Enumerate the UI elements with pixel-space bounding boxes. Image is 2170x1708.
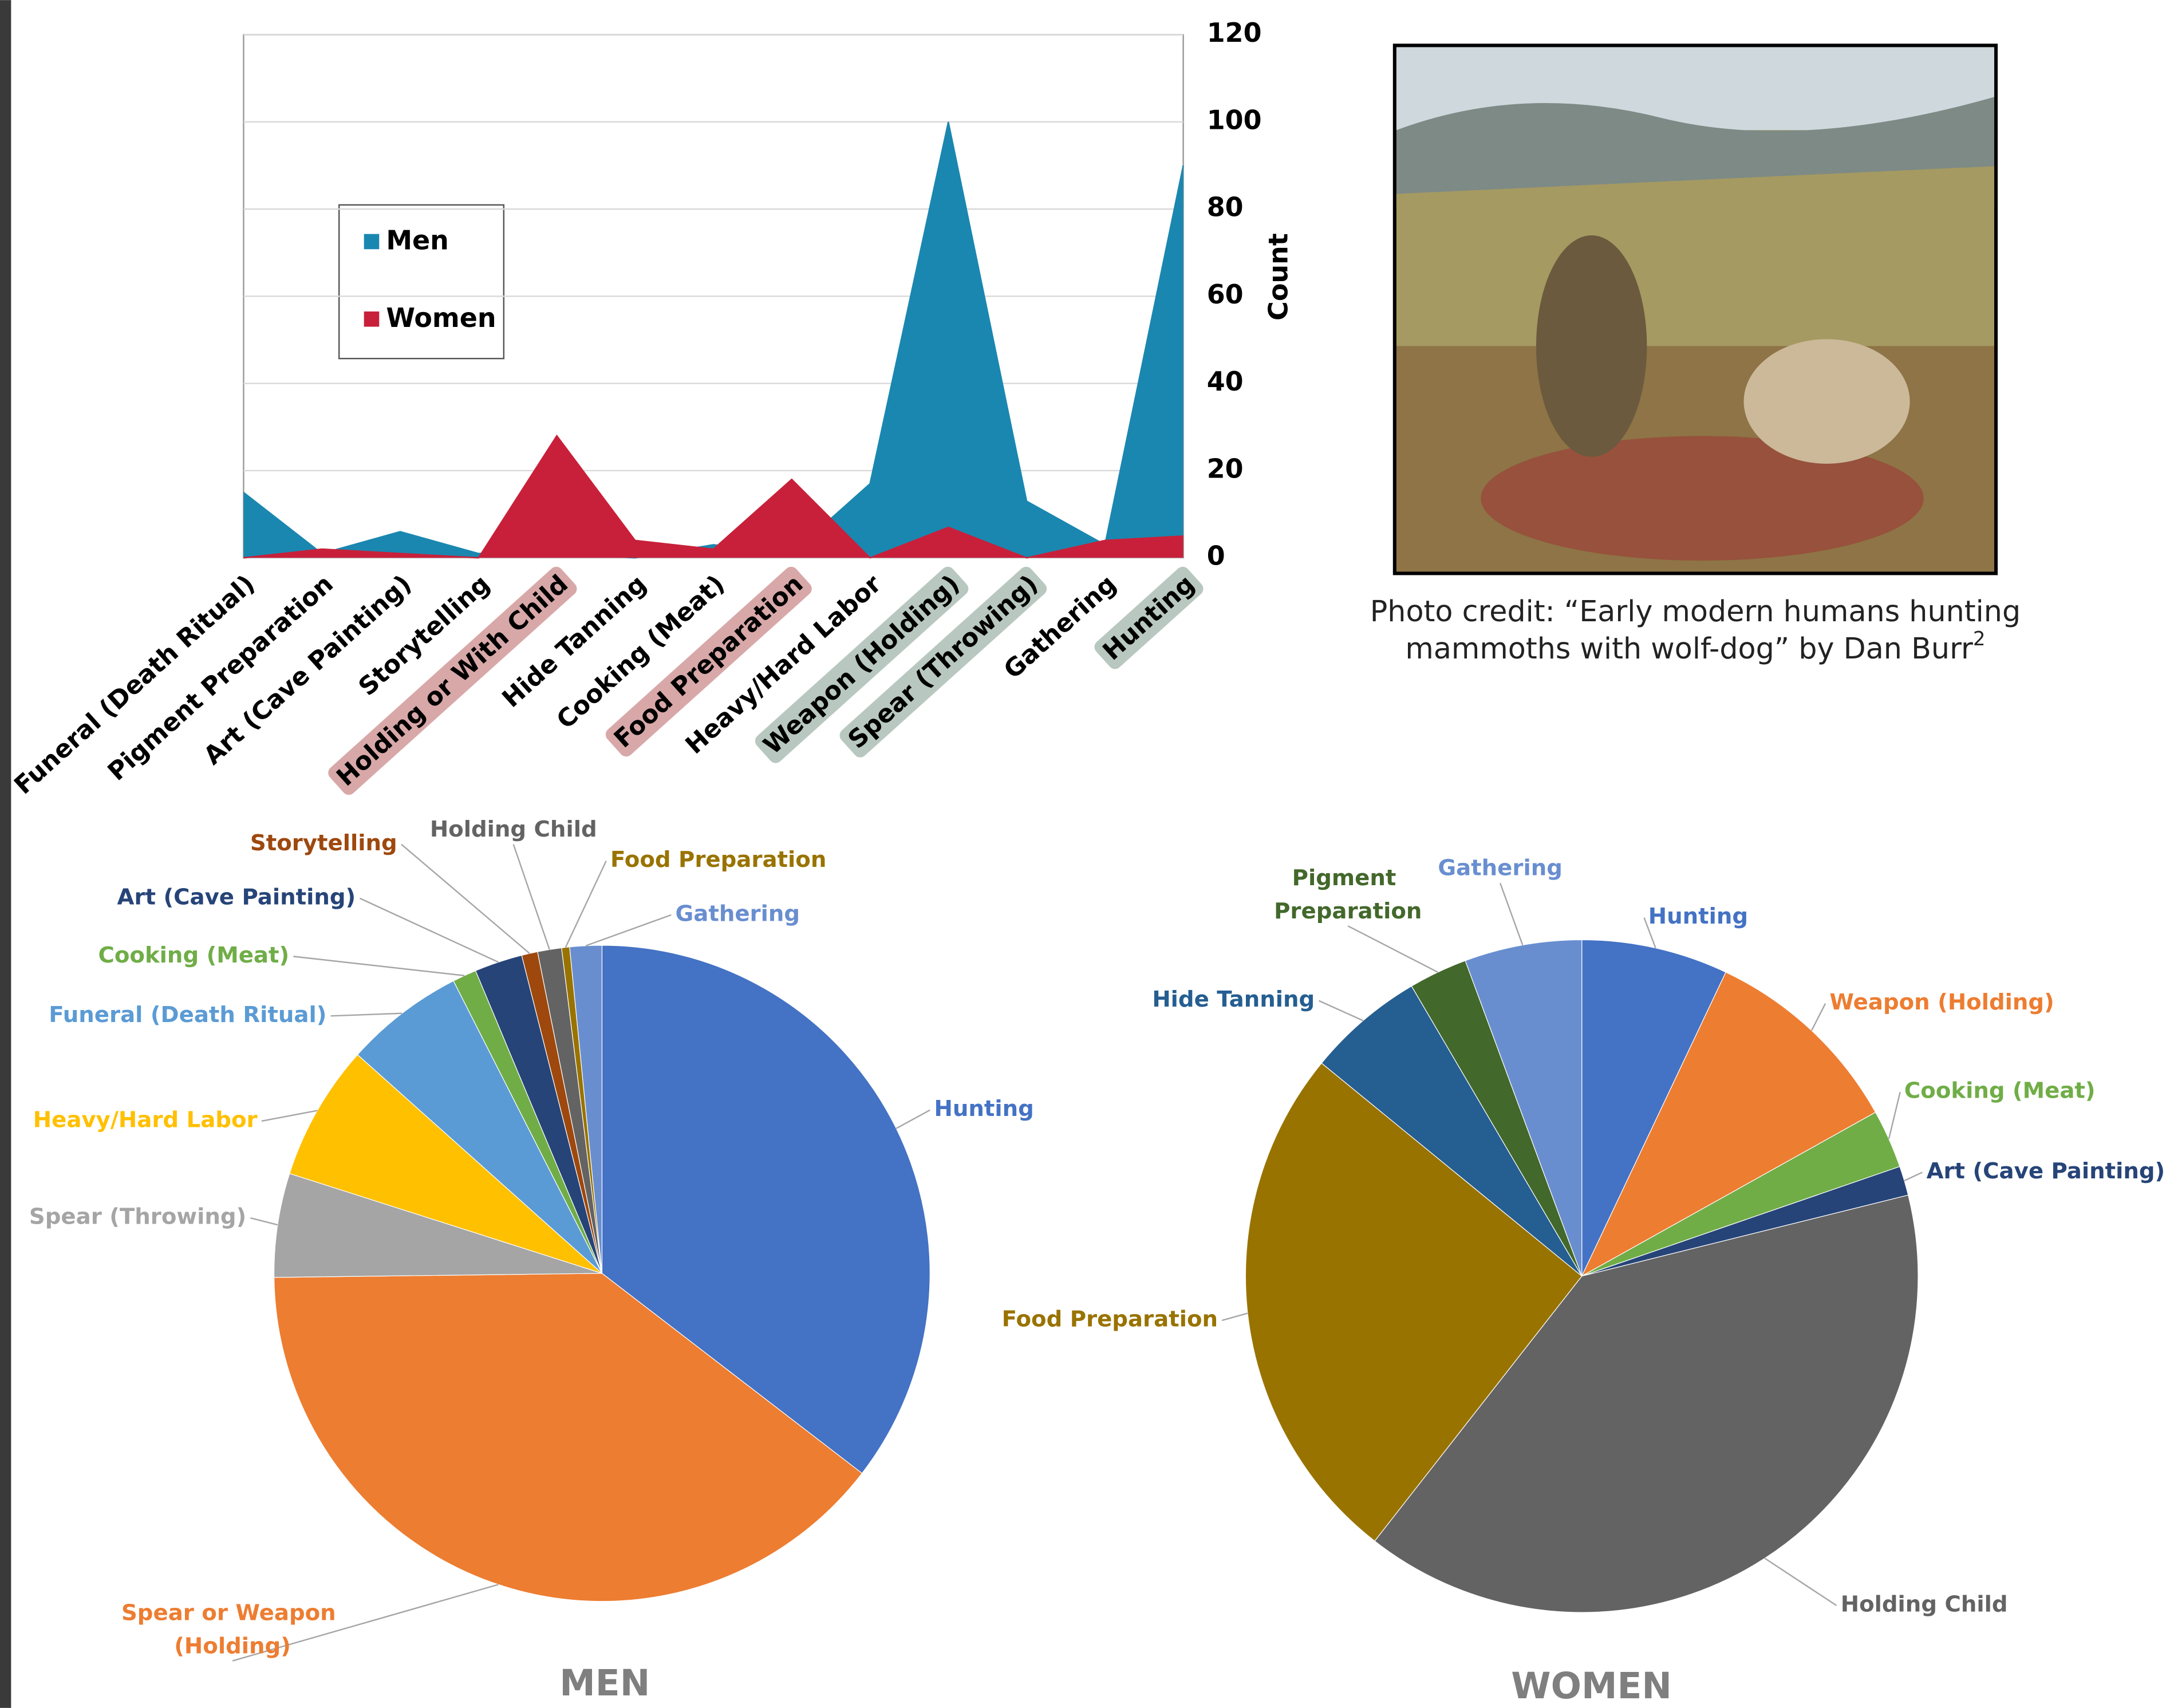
pie-label: Holding Child <box>1841 1591 2008 1617</box>
pie-label: Art (Cave Painting) <box>1927 1158 2165 1184</box>
pie-label: Hunting <box>934 1096 1034 1122</box>
leader-line <box>895 1109 930 1129</box>
pie-label: Spear or Weapon (Holding) <box>121 1600 344 1659</box>
pie-label: Cooking (Meat) <box>98 942 289 968</box>
leader-line <box>585 914 672 946</box>
leader-line <box>1318 1000 1364 1021</box>
pie-label-line: (Holding) <box>174 1633 291 1659</box>
photo-caption: mammoths with wolf-dog” by Dan Burr2 <box>1405 627 1985 665</box>
pie-label-line: Spear or Weapon <box>121 1600 344 1626</box>
y-axis-label: Count <box>1262 233 1293 321</box>
pie-slice <box>601 945 930 1474</box>
leader-line <box>512 844 550 950</box>
leader-line <box>232 1584 499 1662</box>
y-tick-label: 0 <box>1207 541 1225 571</box>
leader-line <box>1810 1003 1826 1031</box>
leader-line <box>293 956 465 977</box>
legend-swatch <box>364 234 380 250</box>
y-tick-label: 20 <box>1207 453 1244 484</box>
leader-line <box>565 861 607 948</box>
photo <box>1392 44 1998 575</box>
pie-slice <box>357 980 602 1274</box>
pie-slice <box>1581 972 1876 1277</box>
label-highlight <box>839 566 1047 758</box>
pie-label: Storytelling <box>250 830 397 856</box>
pie-label: Art (Cave Painting) <box>117 884 356 910</box>
pie-label: Hunting <box>1648 904 1748 929</box>
pie-label: Hide Tanning <box>1152 987 1315 1012</box>
pie-label: Food Preparation <box>610 847 826 873</box>
legend-swatch <box>364 311 380 327</box>
leader-line <box>250 1217 278 1226</box>
y-tick-label: 120 <box>1207 17 1262 48</box>
pie-label: Pigment Preparation <box>1274 865 1422 924</box>
photo-caption: Photo credit: “Early modern humans hunti… <box>1370 594 2021 628</box>
label-highlight <box>755 566 969 763</box>
pie-label: Spear (Throwing) <box>29 1204 246 1230</box>
left-edge <box>0 0 11 1708</box>
footnote-mark: 2 <box>1973 627 1986 649</box>
pie-label: Holding Child <box>430 816 597 842</box>
label-highlight <box>328 566 577 795</box>
pie-slice <box>1581 939 1727 1276</box>
leader-line <box>330 1012 403 1017</box>
pie-label: Heavy/Hard Labor <box>33 1107 258 1133</box>
y-tick-label: 40 <box>1207 366 1244 397</box>
leader-line <box>1499 882 1524 945</box>
pie-label: Cooking (Meat) <box>1904 1078 2096 1104</box>
area-line <box>243 434 1183 559</box>
leader-line <box>261 1110 318 1122</box>
pie-label-line: Preparation <box>1274 898 1422 924</box>
leader-line <box>1904 1171 1923 1182</box>
pie-slice <box>1465 939 1583 1276</box>
leader-line <box>1643 917 1656 949</box>
pie-slice <box>289 1054 602 1274</box>
legend-label: Men <box>386 225 448 256</box>
y-tick-label: 60 <box>1207 279 1244 310</box>
pie-slice <box>1321 985 1583 1277</box>
pie-label: Gathering <box>1438 855 1563 881</box>
pie-label-line: Pigment <box>1292 865 1404 891</box>
label-highlight <box>605 566 812 757</box>
pie-label: Weapon (Holding) <box>1829 989 2054 1015</box>
pie-slice <box>1245 1062 1583 1542</box>
caption-text: mammoths with wolf-dog” by Dan Burr <box>1405 632 1973 665</box>
pie-label: Gathering <box>676 901 800 926</box>
leader-line <box>1221 1312 1248 1322</box>
leader-line <box>1888 1091 1901 1139</box>
legend <box>338 204 505 360</box>
leader-line <box>1764 1557 1837 1606</box>
pie-label: Funeral (Death Ritual) <box>49 1002 326 1028</box>
pie-title: WOMEN <box>1511 1665 1672 1707</box>
y-tick-label: 100 <box>1207 104 1262 135</box>
label-highlight <box>1094 566 1204 669</box>
area-line <box>243 121 1184 559</box>
area-fill <box>243 121 1183 558</box>
leader-line <box>359 897 499 963</box>
leader-line <box>1347 925 1438 973</box>
pie-slice <box>1374 1194 1919 1613</box>
pie-title: MEN <box>559 1662 650 1704</box>
y-tick-label: 80 <box>1207 192 1244 223</box>
legend-label: Women <box>386 302 496 333</box>
leader-line <box>401 843 530 954</box>
pie-label: Food Preparation <box>1002 1307 1218 1332</box>
